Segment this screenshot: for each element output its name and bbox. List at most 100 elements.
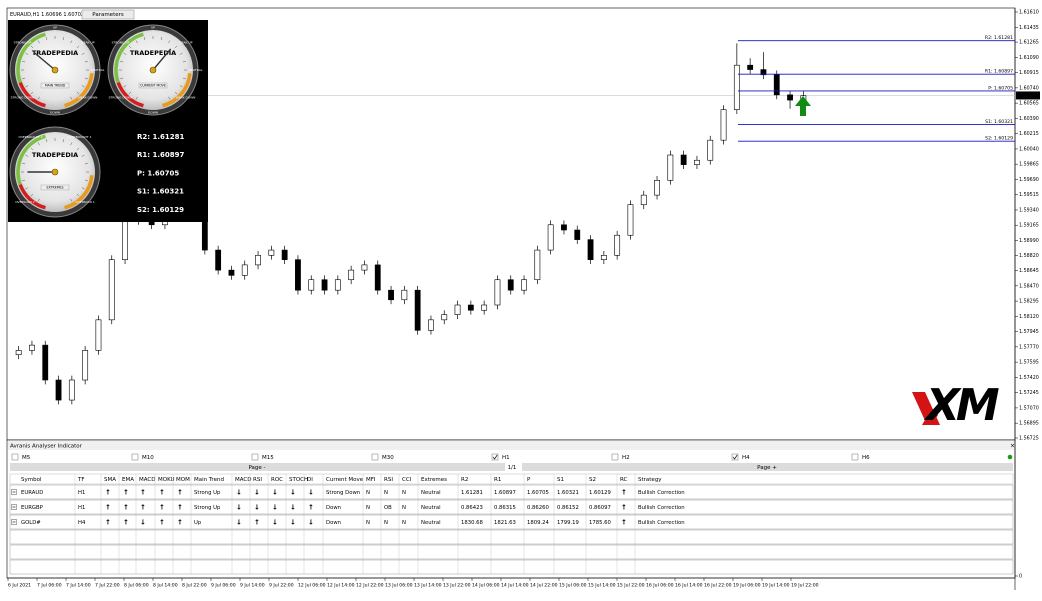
candle-body bbox=[42, 344, 49, 381]
timeframe-checkbox[interactable] bbox=[11, 453, 19, 461]
gauge-brand: TRADEPEDIA bbox=[130, 49, 176, 57]
gauge-title-box bbox=[138, 82, 168, 89]
table-cell: N bbox=[366, 490, 370, 496]
gauge-tick bbox=[70, 198, 73, 202]
column-header: SMA bbox=[104, 477, 116, 483]
signal-arrow-cell: ↑ bbox=[105, 488, 111, 496]
gauge-tick bbox=[45, 37, 48, 41]
timeframe-label[interactable]: H4 bbox=[742, 455, 750, 461]
timeframe-checkbox[interactable] bbox=[131, 453, 139, 461]
gauge-tick bbox=[70, 40, 73, 44]
candle-body bbox=[15, 350, 22, 356]
signal-arrow-cell: ↓ bbox=[254, 488, 260, 496]
gauge-tick bbox=[84, 162, 88, 165]
column-header: Main Trend bbox=[194, 477, 224, 483]
gauge-tick bbox=[22, 60, 26, 63]
gauge-tick bbox=[135, 40, 138, 44]
candle-body bbox=[733, 64, 740, 110]
table-cell: Bullish Correction bbox=[638, 505, 685, 511]
checkbox-check bbox=[492, 454, 498, 460]
signal-arrow-cell: ↓ bbox=[290, 488, 296, 496]
panel-level: S1: 1.60321 bbox=[137, 188, 184, 196]
gauge-tick bbox=[123, 52, 127, 55]
table-cell: Strong Up bbox=[194, 505, 221, 511]
page-next-button[interactable] bbox=[522, 463, 1013, 471]
column-header: RSI bbox=[253, 477, 262, 483]
table-cell: OB bbox=[384, 505, 392, 511]
candle-body bbox=[747, 64, 754, 70]
timeframe-checkbox[interactable] bbox=[851, 453, 859, 461]
signal-arrow-cell: ↓ bbox=[254, 503, 260, 511]
timeframe-label[interactable]: M5 bbox=[22, 455, 31, 461]
gauge-tick bbox=[84, 179, 88, 182]
time-label: 19 Jul 22:00 bbox=[791, 583, 819, 589]
timeframe-checkbox[interactable] bbox=[611, 453, 619, 461]
candle-body bbox=[574, 229, 581, 240]
signal-arrow-cell: ↓ bbox=[236, 488, 242, 496]
time-label: 13 Jul 06:00 bbox=[385, 583, 413, 589]
time-label: 9 Jul 06:00 bbox=[211, 583, 236, 589]
price-tick-label: 1.60215 bbox=[1019, 131, 1039, 137]
column-header: MACD bbox=[235, 477, 252, 483]
timeframe-label[interactable]: M10 bbox=[142, 455, 154, 461]
parameters-button[interactable] bbox=[81, 9, 135, 20]
gauge-ring-label: OVERSOLD 2 bbox=[15, 200, 35, 204]
time-label: 19 Jul 06:00 bbox=[733, 583, 761, 589]
timeframe-checkbox[interactable] bbox=[731, 453, 739, 461]
time-label: 15 Jul 22:00 bbox=[617, 583, 645, 589]
signal-arrow-cell: ↓ bbox=[272, 503, 278, 511]
price-tick-label: 1.60740 bbox=[1019, 85, 1039, 91]
candle-body bbox=[295, 259, 301, 291]
candle-body bbox=[494, 279, 501, 306]
timeframe-checkbox[interactable] bbox=[251, 453, 259, 461]
signal-arrow-cell: ↓ bbox=[308, 488, 314, 496]
timeframe-label[interactable]: H6 bbox=[862, 455, 870, 461]
close-icon[interactable]: × bbox=[1010, 442, 1015, 449]
column-header: Symbol bbox=[21, 477, 42, 483]
candle-body bbox=[694, 159, 700, 165]
gauge-tick bbox=[174, 91, 178, 95]
timeframe-label[interactable]: H1 bbox=[502, 455, 510, 461]
candle-body bbox=[374, 264, 381, 291]
gauge-ring-label: UP bbox=[53, 26, 57, 30]
time-label: 8 Jul 22:00 bbox=[182, 583, 207, 589]
gauge-tick bbox=[179, 52, 183, 55]
gauge-tick bbox=[45, 139, 48, 143]
timeframe-checkbox[interactable] bbox=[371, 453, 379, 461]
signal-arrow-cell: ↑ bbox=[621, 488, 627, 496]
gauge-tick bbox=[22, 77, 26, 80]
time-label: 14 Jul 06:00 bbox=[472, 583, 500, 589]
time-label: 7 Jul 14:00 bbox=[66, 583, 91, 589]
timeframe-label[interactable]: H2 bbox=[622, 455, 630, 461]
table-cell: N bbox=[402, 505, 406, 511]
gauge-tick bbox=[30, 193, 34, 197]
time-label: 12 Jul 14:00 bbox=[327, 583, 355, 589]
candle-body bbox=[122, 220, 128, 260]
logo: XM bbox=[912, 380, 1003, 431]
gauge-tick bbox=[81, 154, 85, 157]
chart-layer: 1.61610 1.61435 1.61265 1.61090 1.60915 1.607… bbox=[7, 10, 1040, 589]
candle-body bbox=[654, 180, 660, 196]
gauge-hub bbox=[51, 168, 59, 176]
candle-body bbox=[600, 255, 607, 260]
page-prev-button[interactable] bbox=[10, 463, 505, 471]
timeframe-label[interactable]: M30 bbox=[382, 455, 394, 461]
candle-body bbox=[68, 379, 75, 401]
gauge-arc bbox=[18, 183, 46, 210]
candle-body bbox=[760, 69, 767, 76]
table-row bbox=[9, 499, 1014, 515]
timeframe-checkbox[interactable] bbox=[491, 453, 499, 461]
time-label: 6 Jul 2021 bbox=[8, 583, 31, 589]
signal-arrow-cell: ↑ bbox=[105, 503, 111, 511]
page-next-label[interactable]: Page + bbox=[757, 465, 777, 471]
gauge-ring-label: OVERSOLD 1 bbox=[75, 200, 95, 204]
page-prev-label[interactable]: Page - bbox=[248, 465, 265, 471]
gauge-ring-label: NEUTRAL bbox=[189, 68, 203, 72]
signal-arrow-cell: ↓ bbox=[290, 503, 296, 511]
gauge-tick bbox=[123, 85, 127, 88]
timeframe-label[interactable]: M15 bbox=[262, 455, 274, 461]
parameters-label[interactable]: Parameters bbox=[92, 12, 124, 18]
price-tick-label: 1.58990 bbox=[1019, 238, 1039, 244]
